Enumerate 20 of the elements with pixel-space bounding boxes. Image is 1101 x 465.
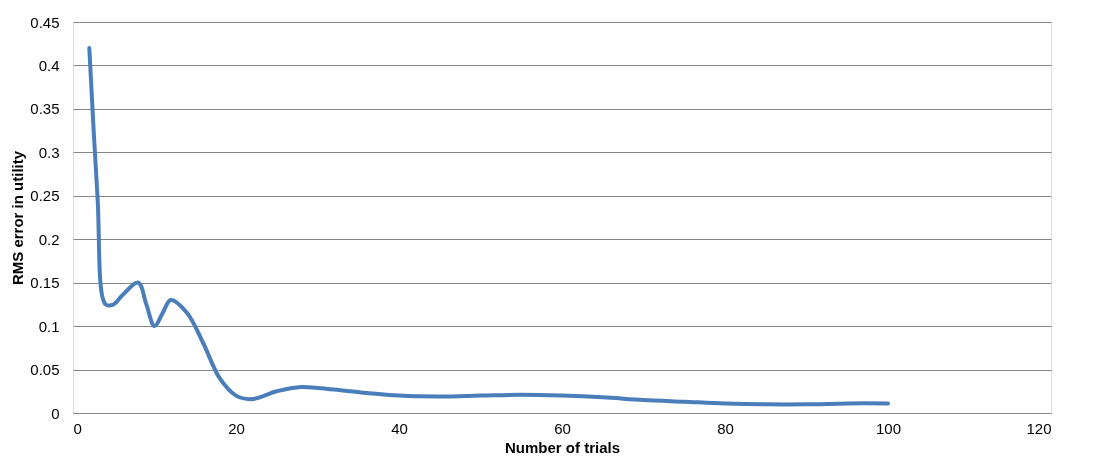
- x-tick-label: 0: [73, 419, 82, 437]
- y-tick-label: 0.4: [38, 56, 60, 74]
- x-tick-label: 100: [875, 419, 902, 437]
- x-tick-label: 120: [1026, 419, 1052, 437]
- y-tick-label: 0.25: [30, 187, 60, 205]
- y-axis-title: RMS error in utility: [9, 150, 27, 286]
- y-tick-label: 0.35: [30, 100, 60, 118]
- y-tick-label: 0.1: [38, 317, 60, 335]
- line-series: [87, 46, 890, 407]
- y-tick-label: 0.05: [30, 361, 60, 379]
- x-axis-title: Number of trials: [504, 438, 621, 456]
- y-tick-label: 0.3: [38, 143, 60, 161]
- x-tick-label: 40: [391, 419, 408, 437]
- x-tick-label: 20: [228, 419, 245, 437]
- y-tick-label: 0.45: [30, 13, 60, 31]
- y-tick-label: 0: [51, 404, 60, 422]
- y-tick-label: 0.2: [38, 230, 60, 248]
- y-tick-label: 0.15: [30, 274, 60, 292]
- x-tick-label: 60: [554, 419, 571, 437]
- x-tick-label: 80: [717, 419, 734, 437]
